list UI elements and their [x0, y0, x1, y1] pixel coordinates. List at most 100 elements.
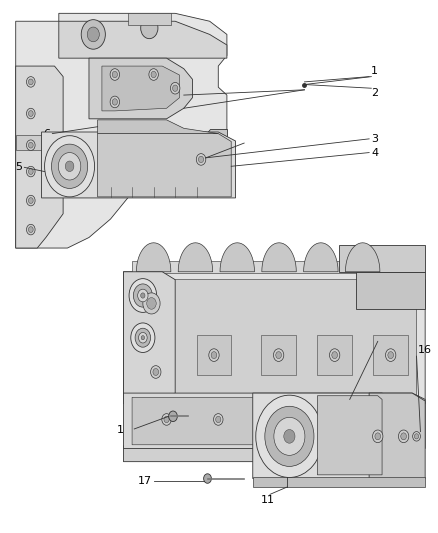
Circle shape [26, 224, 35, 235]
Circle shape [162, 414, 171, 425]
Circle shape [141, 293, 145, 298]
Circle shape [131, 323, 155, 352]
Text: 18: 18 [117, 425, 131, 435]
Circle shape [28, 198, 33, 204]
Circle shape [399, 430, 409, 443]
Polygon shape [136, 243, 171, 272]
Circle shape [371, 416, 376, 423]
Circle shape [26, 140, 35, 150]
Circle shape [153, 368, 159, 375]
Circle shape [149, 69, 159, 80]
Polygon shape [178, 243, 213, 272]
Polygon shape [253, 393, 395, 479]
Text: 6: 6 [43, 128, 50, 139]
Circle shape [134, 284, 152, 307]
Text: 5: 5 [15, 163, 22, 172]
Circle shape [198, 156, 204, 163]
Circle shape [112, 99, 117, 105]
Circle shape [274, 417, 305, 455]
Circle shape [28, 168, 33, 174]
Polygon shape [16, 13, 227, 248]
Text: 10: 10 [378, 336, 392, 346]
Circle shape [317, 414, 326, 425]
Circle shape [209, 349, 219, 361]
Polygon shape [253, 478, 425, 487]
Polygon shape [192, 130, 227, 150]
Polygon shape [132, 397, 412, 445]
Circle shape [164, 416, 169, 423]
Circle shape [413, 432, 420, 441]
Text: 1: 1 [371, 66, 378, 76]
Circle shape [135, 328, 151, 347]
Circle shape [265, 414, 275, 425]
Circle shape [26, 166, 35, 177]
Circle shape [388, 352, 393, 359]
Circle shape [26, 77, 35, 87]
Bar [197, 335, 231, 375]
Circle shape [332, 352, 338, 359]
Circle shape [173, 85, 178, 92]
Circle shape [58, 152, 81, 180]
Polygon shape [124, 446, 412, 462]
Circle shape [414, 434, 419, 439]
Circle shape [141, 336, 145, 340]
Circle shape [170, 83, 180, 94]
Circle shape [87, 27, 99, 42]
Circle shape [129, 279, 157, 312]
Circle shape [276, 352, 282, 359]
Circle shape [284, 430, 295, 443]
Circle shape [256, 395, 323, 478]
Circle shape [267, 416, 272, 423]
Circle shape [329, 349, 340, 361]
Circle shape [26, 108, 35, 119]
Circle shape [45, 136, 95, 197]
Circle shape [319, 416, 324, 423]
Polygon shape [318, 395, 382, 475]
Text: 4: 4 [371, 148, 378, 158]
Circle shape [141, 18, 158, 39]
Polygon shape [102, 66, 180, 111]
Bar [261, 335, 296, 375]
Circle shape [52, 144, 88, 189]
Polygon shape [339, 245, 425, 272]
Circle shape [385, 349, 396, 361]
Circle shape [169, 411, 177, 422]
Circle shape [143, 293, 160, 314]
Circle shape [26, 195, 35, 206]
Circle shape [110, 96, 120, 108]
Circle shape [138, 289, 148, 302]
Text: 17: 17 [138, 475, 152, 486]
Circle shape [151, 71, 156, 78]
Circle shape [65, 161, 74, 172]
Circle shape [196, 154, 206, 165]
Circle shape [204, 474, 212, 483]
Circle shape [112, 71, 117, 78]
Circle shape [265, 406, 314, 466]
Circle shape [28, 227, 33, 232]
Circle shape [81, 20, 106, 49]
Text: 16: 16 [418, 345, 432, 355]
Polygon shape [262, 243, 296, 272]
Circle shape [373, 430, 383, 443]
Polygon shape [356, 272, 425, 309]
Circle shape [147, 297, 156, 309]
Bar [128, 13, 171, 25]
Polygon shape [132, 261, 417, 273]
Text: 2: 2 [371, 88, 378, 98]
Polygon shape [16, 66, 63, 248]
Polygon shape [304, 243, 338, 272]
Circle shape [28, 142, 33, 148]
Polygon shape [98, 120, 218, 134]
Bar [374, 335, 408, 375]
Polygon shape [346, 243, 380, 272]
Polygon shape [124, 272, 425, 403]
Polygon shape [124, 272, 175, 403]
Circle shape [369, 414, 378, 425]
Polygon shape [59, 21, 227, 58]
Circle shape [28, 111, 33, 116]
Circle shape [110, 69, 120, 80]
Bar [318, 335, 352, 375]
Polygon shape [42, 132, 236, 198]
Polygon shape [124, 393, 425, 448]
Circle shape [214, 414, 223, 425]
